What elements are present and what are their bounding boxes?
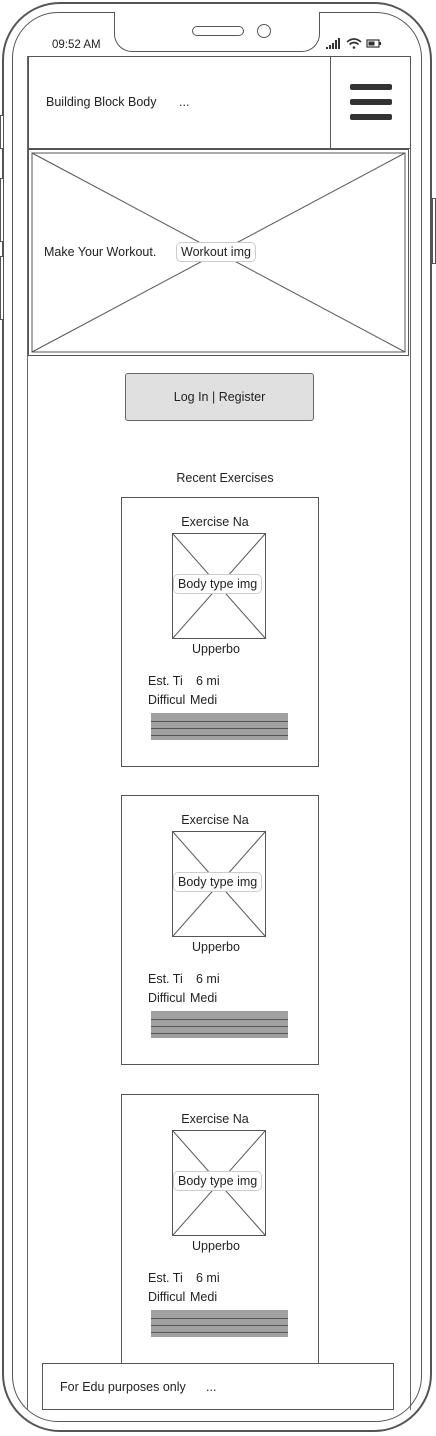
body-type-image: Body type img	[172, 533, 266, 639]
login-register-button[interactable]: Log In | Register	[125, 373, 314, 421]
exercise-card[interactable]: Exercise Na Body type img Upperbo Est. T…	[121, 1094, 319, 1364]
difficulty-label: Difficul	[148, 991, 186, 1005]
difficulty-bar	[151, 713, 288, 740]
volume-down-button	[0, 256, 4, 320]
body-type-image: Body type img	[172, 1130, 266, 1236]
mute-switch	[0, 115, 4, 149]
exercise-name: Exercise Na	[181, 1112, 249, 1126]
battery-icon	[366, 39, 382, 48]
footer-ellipsis: ...	[206, 1380, 217, 1394]
body-part: Upperbo	[192, 642, 240, 656]
est-time-label: Est. Ti	[148, 674, 183, 688]
body-type-image-label: Body type img	[173, 1171, 263, 1191]
speaker-grille	[192, 26, 244, 36]
est-time-label: Est. Ti	[148, 972, 183, 986]
recent-exercises-heading: Recent Exercises	[176, 471, 274, 485]
exercise-card[interactable]: Exercise Na Body type img Upperbo Est. T…	[121, 497, 319, 767]
screen-area	[27, 56, 411, 1410]
hero-tagline: Make Your Workout.	[44, 245, 157, 259]
volume-up-button	[0, 178, 4, 242]
body-type-image-label: Body type img	[173, 872, 263, 892]
exercise-name: Exercise Na	[181, 813, 249, 827]
body-type-image: Body type img	[172, 831, 266, 937]
hero-image-label: Workout img	[176, 242, 256, 262]
difficulty-bar	[151, 1011, 288, 1038]
difficulty-value: Medi	[190, 1290, 218, 1304]
body-type-image-label: Body type img	[173, 574, 263, 594]
power-button	[432, 198, 436, 264]
status-icons	[326, 38, 382, 49]
signal-icon	[326, 38, 340, 49]
exercise-card[interactable]: Exercise Na Body type img Upperbo Est. T…	[121, 795, 319, 1065]
est-time-value: 6 mi	[196, 1271, 220, 1285]
est-time-value: 6 mi	[196, 972, 220, 986]
footer	[42, 1363, 394, 1410]
difficulty-label: Difficul	[148, 693, 186, 707]
difficulty-value: Medi	[190, 991, 218, 1005]
difficulty-label: Difficul	[148, 1290, 186, 1304]
app-header	[28, 56, 411, 149]
wifi-icon	[346, 38, 362, 49]
body-part: Upperbo	[192, 940, 240, 954]
est-time-value: 6 mi	[196, 674, 220, 688]
hamburger-menu-icon[interactable]	[350, 84, 394, 124]
header-divider	[330, 56, 331, 149]
footer-text: For Edu purposes only	[60, 1380, 186, 1394]
exercise-name: Exercise Na	[181, 515, 249, 529]
notch	[114, 12, 320, 52]
front-camera	[257, 24, 271, 38]
app-title: Building Block Body	[46, 95, 157, 109]
status-time: 09:52 AM	[52, 39, 101, 51]
est-time-label: Est. Ti	[148, 1271, 183, 1285]
difficulty-value: Medi	[190, 693, 218, 707]
header-ellipsis: ...	[179, 95, 190, 109]
body-part: Upperbo	[192, 1239, 240, 1253]
difficulty-bar	[151, 1310, 288, 1337]
